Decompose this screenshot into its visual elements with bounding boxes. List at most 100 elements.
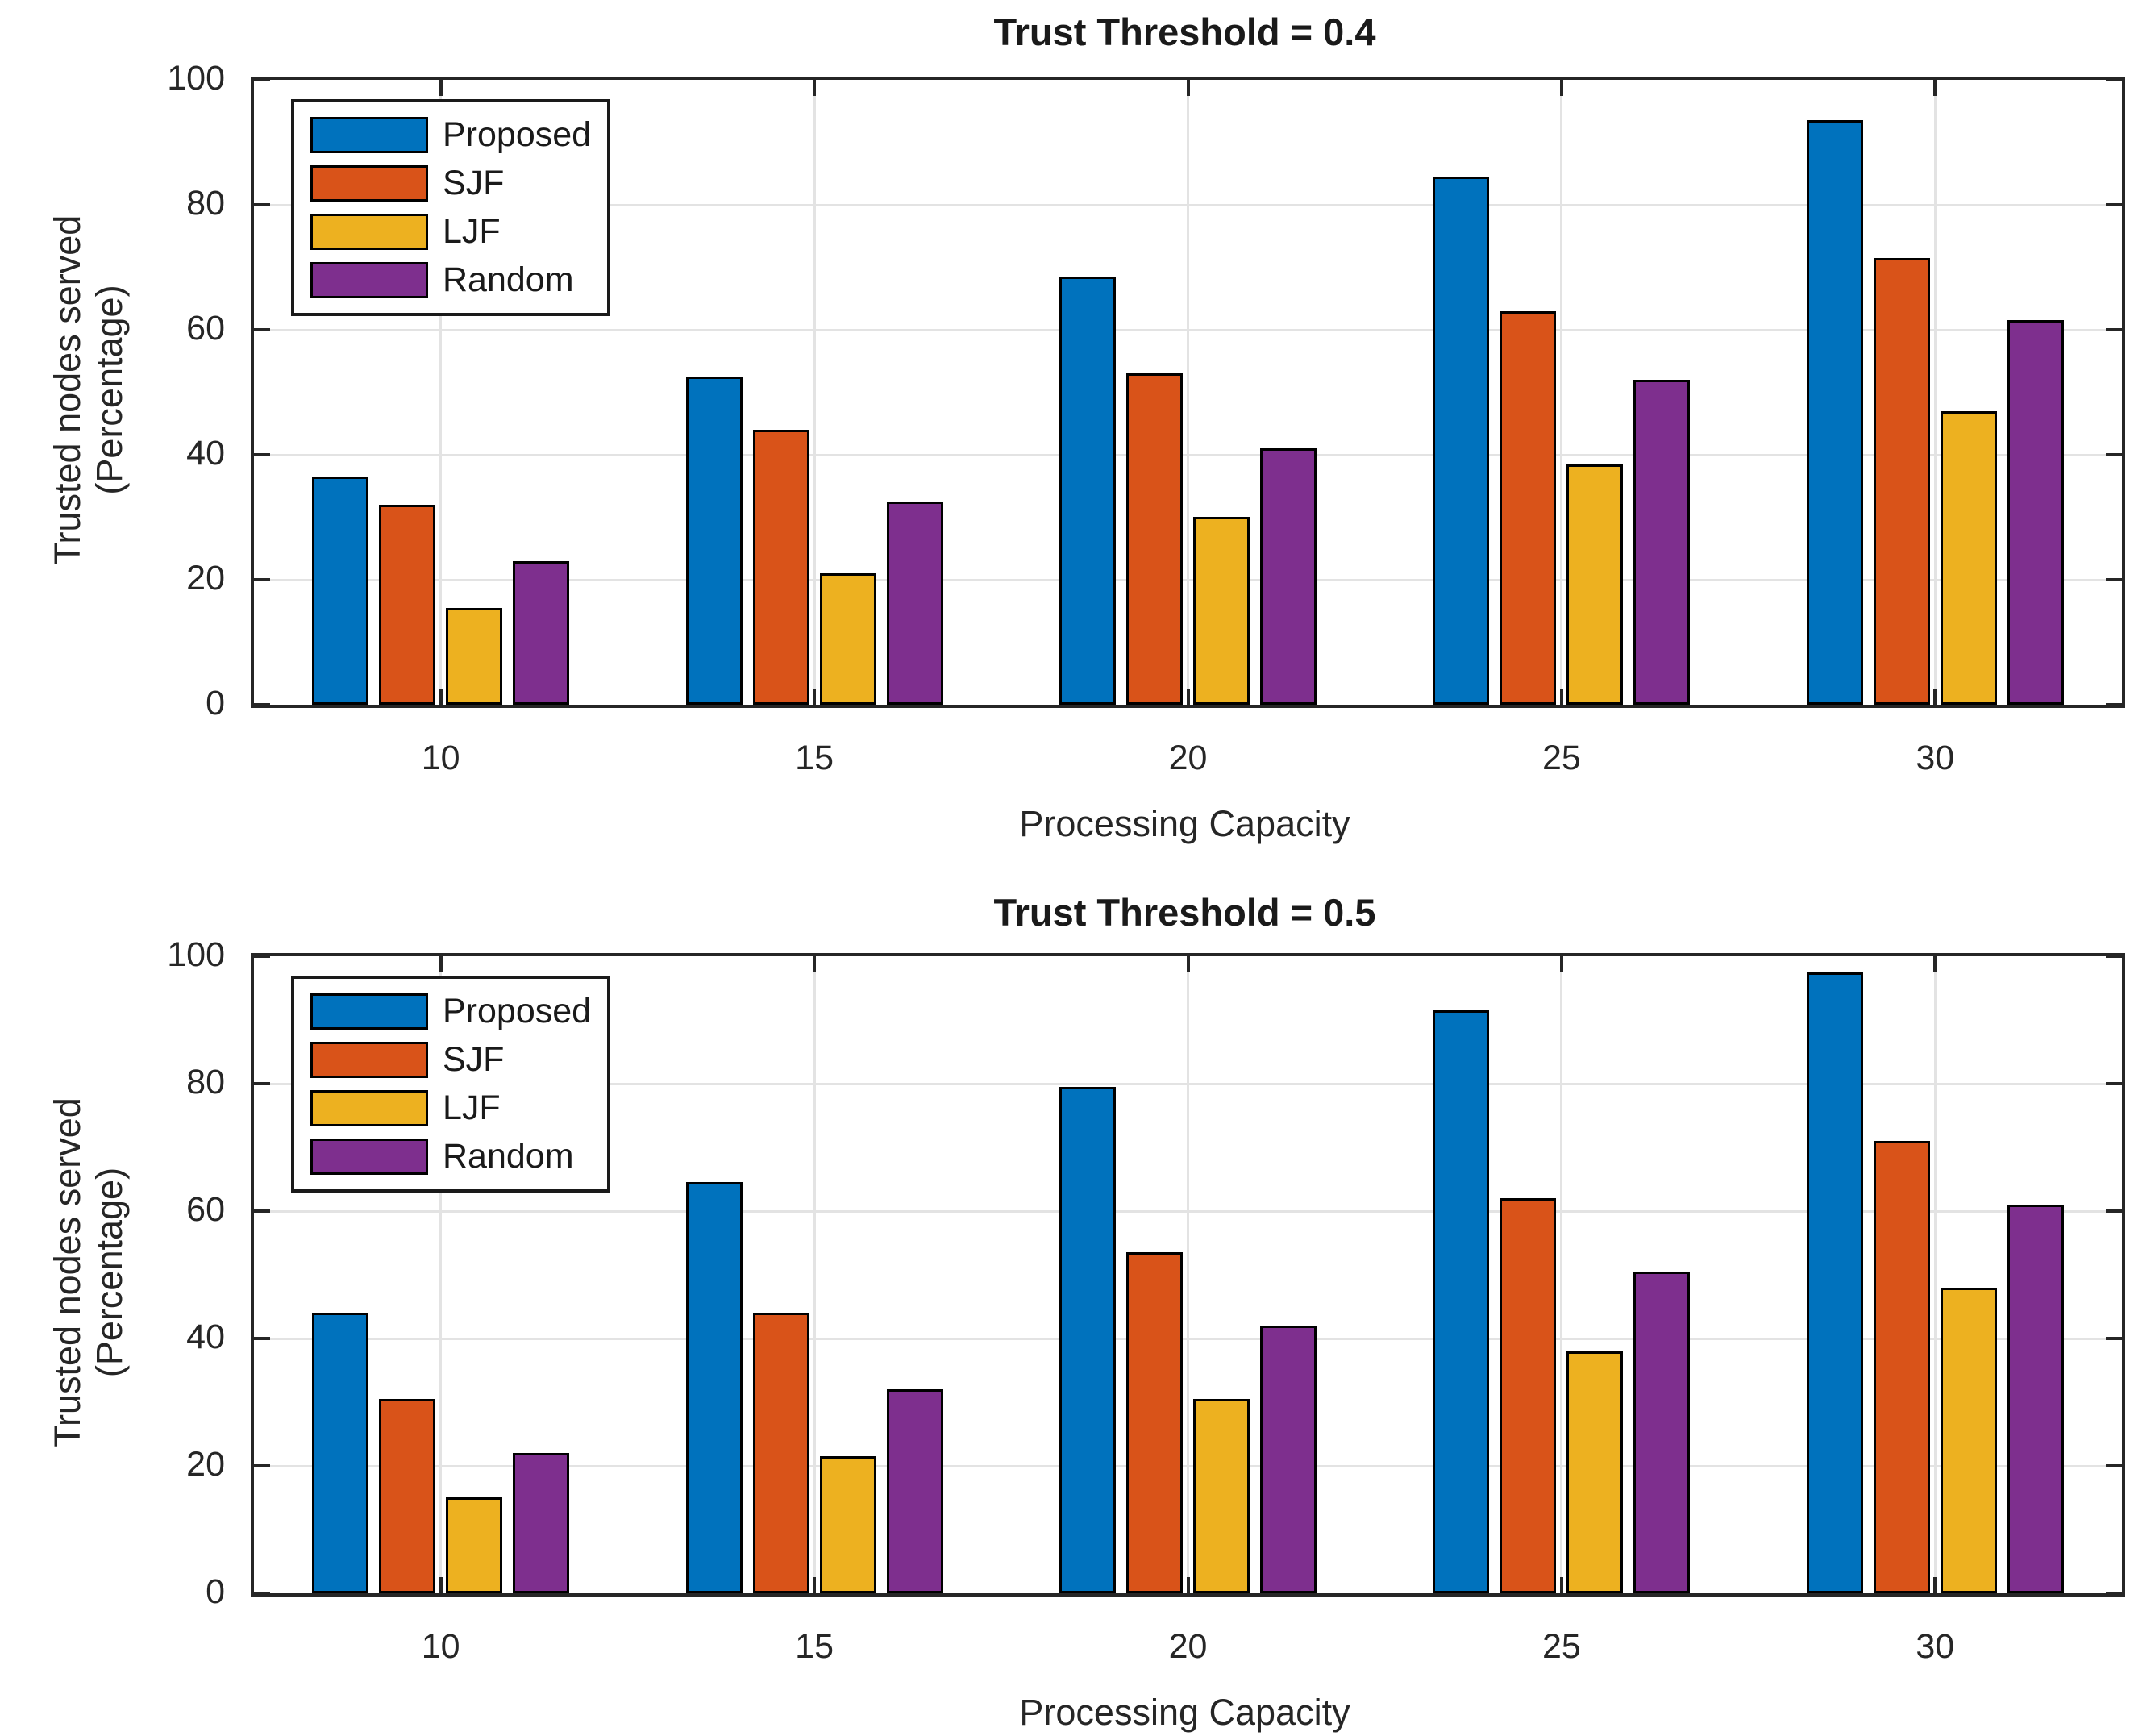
chart-title-bottom: Trust Threshold = 0.5 <box>993 891 1376 934</box>
bar-sjf-15 <box>753 430 809 705</box>
bar-ljf-30 <box>1941 1288 1997 1593</box>
legend-item-random: Random <box>310 260 591 300</box>
bar-proposed-15 <box>686 1182 743 1593</box>
y-tick-label: 20 <box>186 1445 225 1484</box>
bar-random-20 <box>1260 1326 1317 1593</box>
x-tick-top <box>1559 80 1563 96</box>
x-tick <box>1559 1577 1563 1593</box>
legend-item-proposed: Proposed <box>310 115 591 155</box>
x-tick-top <box>1559 956 1563 972</box>
legend-label: Random <box>443 1137 574 1176</box>
bar-sjf-20 <box>1126 373 1183 705</box>
y-tick <box>254 1464 270 1467</box>
y-tick <box>254 78 270 81</box>
bar-sjf-25 <box>1500 1198 1556 1593</box>
bar-ljf-25 <box>1566 1351 1623 1593</box>
bar-ljf-20 <box>1193 1399 1250 1593</box>
x-tick-top <box>1186 80 1190 96</box>
y-tick <box>254 453 270 456</box>
x-tick-label: 30 <box>1916 1627 1955 1666</box>
legend: Proposed SJF LJF Random <box>291 99 611 316</box>
bar-proposed-30 <box>1807 972 1863 1593</box>
bar-random-20 <box>1260 448 1317 705</box>
legend-swatch-random <box>310 262 428 298</box>
bar-proposed-20 <box>1059 277 1116 705</box>
bar-ljf-10 <box>446 608 502 705</box>
bar-sjf-30 <box>1874 1141 1930 1593</box>
legend-swatch-sjf <box>310 1042 428 1078</box>
bar-ljf-15 <box>820 573 876 705</box>
legend-label: Proposed <box>443 115 592 154</box>
y-tick-label: 100 <box>167 935 225 974</box>
bar-random-25 <box>1633 380 1690 705</box>
x-tick-top <box>1933 956 1937 972</box>
x-tick-label: 10 <box>421 1627 460 1666</box>
legend-label: LJF <box>443 1089 501 1127</box>
y-tick-label: 60 <box>186 1190 225 1229</box>
gridline-vertical <box>1933 80 1937 705</box>
bar-proposed-10 <box>312 1313 368 1593</box>
y-tick-right <box>2106 203 2122 206</box>
gridline-vertical <box>1187 956 1189 1593</box>
legend-label: SJF <box>443 1040 505 1079</box>
x-tick <box>1933 1577 1937 1593</box>
y-tick-label: 80 <box>186 184 225 223</box>
x-tick-top <box>439 80 443 96</box>
gridline-vertical <box>439 956 443 1593</box>
x-tick-label: 15 <box>795 1627 834 1666</box>
bar-random-25 <box>1633 1272 1690 1593</box>
x-tick-label: 30 <box>1916 739 1955 777</box>
x-tick-top <box>813 956 817 972</box>
bar-ljf-25 <box>1566 464 1623 705</box>
gridline-vertical <box>1560 80 1563 705</box>
legend: Proposed SJF LJF Random <box>291 976 611 1193</box>
x-tick-top <box>1933 80 1937 96</box>
y-axis-label-top: Trusted nodes served (Percentage) <box>47 214 130 565</box>
bar-random-15 <box>887 1389 943 1593</box>
bar-sjf-30 <box>1874 258 1930 705</box>
y-tick-right <box>2106 453 2122 456</box>
x-axis-label-bottom: Processing Capacity <box>1019 1692 1350 1733</box>
y-tick <box>254 1209 270 1213</box>
bar-sjf-15 <box>753 1313 809 1593</box>
legend-swatch-random <box>310 1139 428 1175</box>
legend-item-sjf: SJF <box>310 164 591 203</box>
y-tick <box>254 1592 270 1595</box>
bar-sjf-25 <box>1500 311 1556 705</box>
y-tick-right <box>2106 1082 2122 1085</box>
x-tick <box>439 689 443 705</box>
gridline-vertical <box>813 956 816 1593</box>
y-tick-right <box>2106 578 2122 581</box>
y-tick-right <box>2106 1337 2122 1340</box>
legend-swatch-ljf <box>310 1090 428 1126</box>
y-tick-label: 80 <box>186 1063 225 1101</box>
chart-title-top: Trust Threshold = 0.4 <box>993 10 1376 53</box>
x-tick <box>1559 689 1563 705</box>
x-tick-label: 20 <box>1168 739 1208 777</box>
x-tick-label: 20 <box>1168 1627 1208 1666</box>
gridline-vertical <box>1560 956 1563 1593</box>
y-tick <box>254 703 270 706</box>
bar-random-30 <box>2007 1205 2064 1593</box>
bar-random-10 <box>513 561 569 705</box>
y-tick-label: 100 <box>167 59 225 98</box>
bar-sjf-20 <box>1126 1252 1183 1593</box>
gridline-horizontal <box>254 1209 2122 1213</box>
y-tick <box>254 203 270 206</box>
y-tick-right <box>2106 703 2122 706</box>
legend-swatch-proposed <box>310 117 428 153</box>
y-tick <box>254 578 270 581</box>
bar-proposed-20 <box>1059 1087 1116 1593</box>
x-tick-label: 25 <box>1541 739 1581 777</box>
legend-swatch-proposed <box>310 993 428 1030</box>
x-tick-top <box>1186 956 1190 972</box>
x-tick-top <box>439 956 443 972</box>
y-tick-label: 0 <box>206 684 225 722</box>
bar-random-10 <box>513 1453 569 1593</box>
x-axis-label-top: Processing Capacity <box>1019 803 1350 844</box>
bar-proposed-30 <box>1807 120 1863 705</box>
y-tick-right <box>2106 955 2122 958</box>
legend-label: Random <box>443 260 574 299</box>
y-axis-label-bottom: Trusted nodes served (Percentage) <box>47 1097 130 1447</box>
gridline-vertical <box>1933 956 1937 1593</box>
